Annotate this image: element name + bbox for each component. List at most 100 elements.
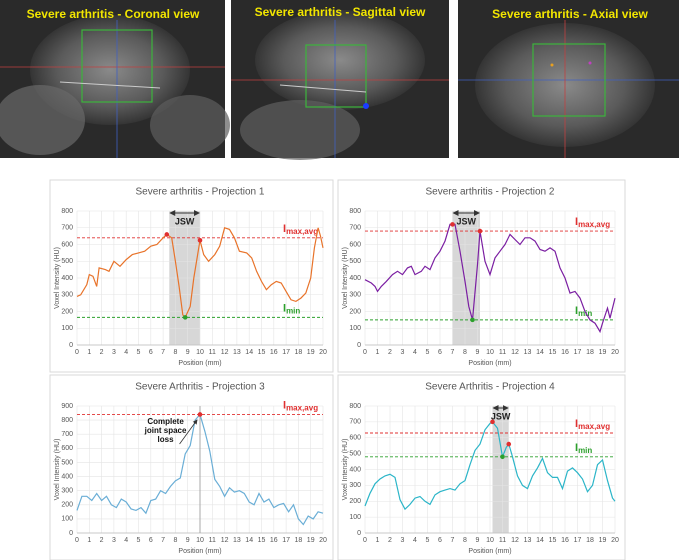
x-tick-label: 18 bbox=[586, 349, 594, 356]
y-tick-label: 800 bbox=[61, 417, 73, 424]
x-tick-label: 4 bbox=[413, 349, 417, 356]
y-axis-label: Voxel Intensity (HU) bbox=[54, 247, 61, 309]
y-tick-label: 400 bbox=[349, 275, 361, 282]
x-tick-label: 12 bbox=[511, 537, 519, 544]
chart-frame bbox=[337, 374, 626, 560]
x-tick-label: 5 bbox=[426, 349, 430, 356]
y-tick-label: 300 bbox=[349, 482, 361, 489]
reference-label-main: I bbox=[283, 223, 286, 235]
y-tick-label: 500 bbox=[61, 258, 73, 265]
y-tick-label: 600 bbox=[61, 445, 73, 452]
y-tick-label: 600 bbox=[349, 435, 361, 442]
ct-image bbox=[458, 0, 679, 158]
y-tick-label: 600 bbox=[61, 241, 73, 248]
reference-label-sub: min bbox=[578, 446, 592, 455]
x-tick-label: 15 bbox=[549, 537, 557, 544]
marker bbox=[197, 412, 203, 417]
x-tick-label: 14 bbox=[245, 349, 253, 356]
x-tick-label: 20 bbox=[611, 537, 619, 544]
y-tick-label: 300 bbox=[61, 488, 73, 495]
y-axis-label: Voxel Intensity (HU) bbox=[54, 439, 61, 501]
x-tick-label: 0 bbox=[75, 537, 79, 544]
x-tick-label: 19 bbox=[307, 349, 315, 356]
x-tick-label: 11 bbox=[209, 349, 216, 356]
y-tick-label: 200 bbox=[349, 498, 361, 505]
y-tick-label: 0 bbox=[357, 530, 361, 537]
x-tick-label: 16 bbox=[561, 537, 569, 544]
x-tick-label: 5 bbox=[426, 537, 430, 544]
ct-image bbox=[231, 0, 449, 160]
x-tick-label: 1 bbox=[87, 349, 91, 356]
annotation: loss bbox=[158, 435, 175, 444]
x-tick-label: 4 bbox=[124, 349, 128, 356]
x-tick-label: 20 bbox=[319, 349, 327, 356]
x-tick-label: 14 bbox=[536, 349, 544, 356]
x-tick-label: 2 bbox=[100, 349, 104, 356]
chart-title: Severe arthritis - Projection 2 bbox=[426, 187, 555, 198]
panel-title: Severe arthritis - Axial view bbox=[492, 7, 648, 21]
x-tick-label: 16 bbox=[270, 349, 278, 356]
chart-title: Severe arthritis - Projection 1 bbox=[136, 187, 265, 198]
x-tick-label: 10 bbox=[486, 349, 494, 356]
x-tick-label: 5 bbox=[137, 537, 141, 544]
reference-label-sub: min bbox=[578, 309, 592, 318]
x-tick-label: 11 bbox=[209, 537, 216, 544]
x-axis-label: Position (mm) bbox=[468, 548, 511, 555]
reference-label-main: I bbox=[575, 442, 578, 454]
x-tick-label: 9 bbox=[476, 537, 480, 544]
x-tick-label: 16 bbox=[561, 349, 569, 356]
y-tick-label: 200 bbox=[61, 502, 73, 509]
x-tick-label: 2 bbox=[388, 349, 392, 356]
x-tick-label: 9 bbox=[476, 349, 480, 356]
reference-label-sub: min bbox=[286, 306, 300, 315]
reference-label-main: I bbox=[283, 399, 286, 411]
jsw-label: JSW bbox=[456, 216, 476, 226]
x-tick-label: 17 bbox=[574, 537, 582, 544]
reference-label-main: I bbox=[283, 302, 286, 314]
x-tick-label: 20 bbox=[611, 349, 619, 356]
x-tick-label: 4 bbox=[413, 537, 417, 544]
marker bbox=[477, 228, 483, 234]
reference-label: Imax,avg bbox=[283, 223, 318, 236]
x-tick-label: 3 bbox=[112, 537, 116, 544]
x-tick-label: 10 bbox=[196, 537, 204, 544]
reference-label-sub: max,avg bbox=[286, 227, 318, 236]
y-tick-label: 100 bbox=[349, 514, 361, 521]
y-tick-label: 500 bbox=[61, 459, 73, 466]
panel-title: Severe arthritis - Coronal view bbox=[27, 7, 200, 21]
x-tick-label: 12 bbox=[221, 537, 229, 544]
y-axis-label: Voxel Intensity (HU) bbox=[342, 439, 349, 501]
x-tick-label: 17 bbox=[574, 349, 582, 356]
marker bbox=[490, 419, 495, 425]
annotation: joint space bbox=[144, 426, 187, 435]
x-tick-label: 11 bbox=[499, 349, 506, 356]
x-tick-label: 14 bbox=[536, 537, 544, 544]
x-axis-label: Position (mm) bbox=[468, 360, 511, 367]
reference-label-sub: max,avg bbox=[578, 422, 610, 431]
x-tick-label: 6 bbox=[438, 349, 442, 356]
panel-title: Severe arthritis - Sagittal view bbox=[255, 5, 426, 19]
x-tick-label: 9 bbox=[186, 537, 190, 544]
x-tick-label: 0 bbox=[363, 349, 367, 356]
x-tick-label: 3 bbox=[112, 349, 116, 356]
x-tick-label: 2 bbox=[100, 537, 104, 544]
reference-label-main: I bbox=[575, 216, 578, 228]
x-tick-label: 17 bbox=[282, 537, 290, 544]
y-tick-label: 800 bbox=[349, 403, 361, 410]
x-tick-label: 7 bbox=[451, 349, 455, 356]
annotation-arrow bbox=[179, 419, 198, 445]
y-tick-label: 200 bbox=[349, 308, 361, 315]
x-tick-label: 6 bbox=[149, 537, 153, 544]
y-tick-label: 0 bbox=[69, 530, 73, 537]
x-tick-label: 18 bbox=[295, 537, 303, 544]
y-tick-label: 700 bbox=[349, 225, 361, 232]
y-tick-label: 200 bbox=[61, 308, 73, 315]
x-tick-label: 1 bbox=[376, 537, 380, 544]
reference-label: Imin bbox=[575, 305, 592, 318]
x-tick-label: 11 bbox=[499, 537, 506, 544]
x-tick-label: 12 bbox=[221, 349, 229, 356]
reference-label-sub: max,avg bbox=[286, 404, 318, 413]
x-tick-label: 5 bbox=[137, 349, 141, 356]
y-tick-label: 800 bbox=[349, 208, 361, 215]
x-tick-label: 13 bbox=[524, 349, 532, 356]
